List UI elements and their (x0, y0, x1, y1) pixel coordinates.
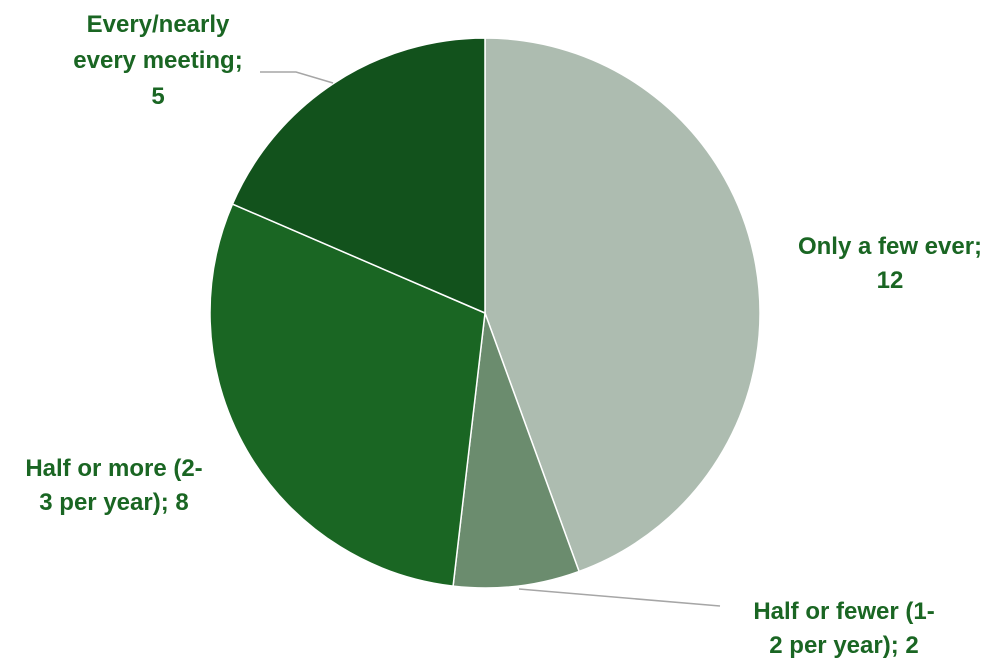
data-label-line: Only a few ever; (798, 233, 982, 260)
data-label-line: every meeting; (73, 47, 242, 74)
data-label-line: 5 (151, 83, 164, 110)
data-label-only-a-few-ever: Only a few ever; 12 (798, 233, 982, 294)
data-label-half-or-fewer-1-2-per-year: Half or fewer (1- 2 per year); 2 (753, 598, 934, 659)
data-label-line: Half or more (2- (25, 455, 202, 482)
data-labels: Only a few ever; 12 Half or fewer (1- 2 per… (25, 11, 982, 659)
data-label-line: 2 per year); 2 (769, 632, 918, 659)
data-label-line: 3 per year); 8 (39, 489, 188, 516)
pie-slice-half-or-more-2-3-per-year (209, 203, 486, 587)
data-label-line: 12 (877, 267, 904, 294)
data-label-half-or-more-2-3-per-year: Half or more (2- 3 per year); 8 (25, 455, 202, 516)
data-label-line: Half or fewer (1- (753, 598, 934, 625)
data-label-every-nearly-every-meeting: Every/nearly every meeting; 5 (73, 11, 242, 110)
data-label-line: Every/nearly (87, 11, 230, 38)
leader-lines (260, 71, 721, 607)
pie-slice-half-or-fewer-1-2-per-year (452, 312, 581, 589)
pie-slice-only-a-few-ever (484, 37, 761, 573)
pie-slices (209, 37, 761, 589)
leader-line-half-or-fewer-1-2-per-year (518, 588, 721, 607)
pie-slice-every-nearly-every-meeting (231, 37, 486, 315)
leader-line-every-nearly-every-meeting (260, 71, 334, 84)
